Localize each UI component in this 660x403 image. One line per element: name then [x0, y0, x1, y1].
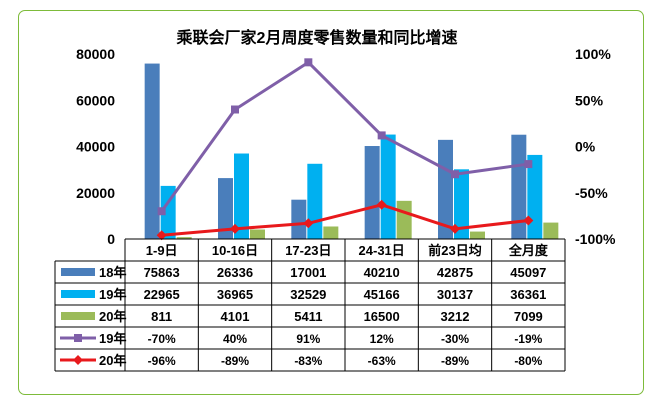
table-cell-value: -19%: [514, 332, 542, 346]
chart: 乘联会厂家2月周度零售数量和同比增速 0 20000 40000 60000 80000…: [54, 28, 616, 372]
table-cell-value: 36965: [217, 287, 253, 302]
table-cell-value: -89%: [441, 354, 469, 368]
legend-label: 20年: [99, 309, 126, 324]
chart-title: 乘联会厂家2月周度零售数量和同比增速: [176, 28, 458, 47]
x-tick-label: 前23日均: [428, 243, 481, 258]
table-cell-value: 42875: [437, 265, 473, 280]
y-right-tick-label: -100%: [575, 231, 616, 247]
table-cell-value: 75863: [144, 265, 180, 280]
bar-1-2: [218, 178, 233, 239]
table-cell-value: -70%: [148, 332, 176, 346]
line-1-point-2: [231, 105, 239, 114]
line-2-point-4: [376, 199, 387, 210]
y-right-tick-label: 100%: [575, 46, 611, 62]
y-right-tick-label: -50%: [575, 185, 608, 201]
table-cell-value: 16500: [364, 309, 400, 324]
bar-2-6: [527, 154, 543, 239]
line-2-point-1: [156, 230, 167, 241]
table-cell-value: 12%: [370, 332, 394, 346]
line-2-point-5: [450, 223, 460, 234]
line-1-point-5: [451, 170, 459, 179]
legend-label: 19年: [99, 331, 126, 346]
bar-3-6: [543, 222, 559, 239]
table-cell-value: -80%: [514, 354, 542, 368]
table-cell-value: 36361: [510, 287, 546, 302]
bar-3-4: [396, 200, 412, 239]
x-tick-label: 10-16日: [212, 243, 258, 258]
legend-label: 18年: [99, 265, 126, 280]
bar-3-1: [176, 237, 192, 239]
table-cell-value: -30%: [441, 332, 469, 346]
bar-2-4: [380, 134, 396, 239]
x-tick-label: 全月度: [508, 243, 549, 258]
table-cell-value: -89%: [221, 354, 249, 368]
line-1-point-6: [524, 160, 533, 169]
line-2-point-6: [523, 215, 534, 226]
line-2-point-3: [303, 218, 314, 229]
line-2-point-2: [230, 223, 240, 234]
bar-2-2: [234, 153, 249, 239]
table-cell-value: 26336: [217, 265, 253, 280]
table-cell-value: 17001: [290, 265, 326, 280]
bar-3-2: [250, 229, 265, 239]
table-cell-value: 45166: [364, 287, 400, 302]
legend-label: 20年: [99, 353, 126, 368]
legend-swatch: [61, 268, 95, 276]
x-tick-label: 24-31日: [359, 243, 405, 258]
bar-1-1: [144, 63, 160, 240]
line-1-point-3: [304, 58, 313, 67]
table-cell-value: 40%: [223, 332, 247, 346]
y-left-tick-label: 40000: [76, 139, 115, 155]
line-series-2: [161, 203, 529, 237]
y-left-tick-label: 20000: [76, 185, 115, 201]
bar-1-4: [364, 146, 380, 239]
x-tick-label: 1-9日: [146, 243, 178, 258]
bar-2-3: [307, 163, 323, 239]
line-1-point-1: [157, 207, 166, 216]
table-cell-value: 5411: [294, 309, 322, 324]
bar-2-5: [454, 169, 469, 239]
bar-3-3: [323, 226, 339, 239]
bar-1-6: [511, 134, 527, 239]
bar-1-5: [438, 139, 453, 239]
x-tick-label: 17-23日: [285, 243, 331, 258]
chart-frame: 乘联会厂家2月周度零售数量和同比增速 0 20000 40000 60000 80000…: [18, 10, 644, 395]
table-cell-value: -63%: [368, 354, 396, 368]
line-1-point-4: [377, 131, 386, 140]
y-left-tick-label: 0: [107, 231, 115, 247]
table-cell-value: 3212: [441, 309, 470, 324]
table-cell-value: -83%: [294, 354, 322, 368]
y-right-tick-label: 0%: [575, 139, 596, 155]
table-cell-value: 4101: [221, 309, 250, 324]
table-cell-value: 32529: [290, 287, 326, 302]
y-left-tick-label: 60000: [76, 92, 115, 108]
table-cell-value: 7099: [514, 309, 543, 324]
table-cell-value: 22965: [144, 287, 180, 302]
y-left-tick-label: 80000: [76, 46, 115, 62]
legend-marker: [74, 334, 82, 342]
legend-swatch: [61, 290, 95, 298]
bar-3-5: [470, 231, 485, 239]
y-right-tick-label: 50%: [575, 92, 604, 108]
table-cell-value: 40210: [364, 265, 400, 280]
line-series-1: [160, 60, 529, 213]
table-cell-value: 811: [151, 309, 172, 324]
table-cell-value: -96%: [148, 354, 176, 368]
table-cell-value: 91%: [296, 332, 320, 346]
legend-swatch: [61, 312, 95, 320]
table-cell-value: 30137: [437, 287, 473, 302]
legend-label: 19年: [99, 287, 126, 302]
bar-1-3: [291, 199, 307, 239]
legend-marker: [73, 355, 83, 365]
table-cell-value: 45097: [510, 265, 546, 280]
